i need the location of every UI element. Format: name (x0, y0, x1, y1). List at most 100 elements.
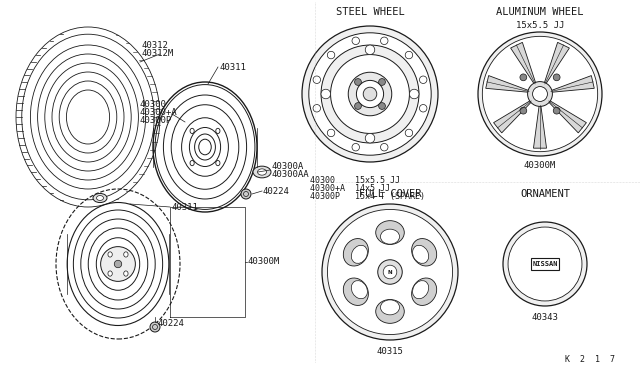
Ellipse shape (413, 280, 429, 299)
Text: 40315: 40315 (376, 347, 403, 356)
Circle shape (503, 222, 587, 306)
Circle shape (313, 105, 321, 112)
Ellipse shape (351, 245, 367, 263)
Ellipse shape (253, 166, 271, 178)
Ellipse shape (257, 169, 266, 175)
Polygon shape (511, 42, 536, 84)
Ellipse shape (190, 160, 194, 166)
Circle shape (327, 129, 335, 137)
Circle shape (520, 107, 527, 114)
Text: 40311: 40311 (219, 62, 246, 71)
Circle shape (527, 81, 552, 106)
Circle shape (355, 103, 362, 109)
Circle shape (419, 76, 427, 83)
Text: 40224: 40224 (263, 186, 290, 196)
Ellipse shape (108, 271, 112, 276)
Polygon shape (486, 76, 529, 92)
Ellipse shape (376, 221, 404, 244)
Circle shape (356, 80, 383, 108)
Ellipse shape (216, 160, 220, 166)
Text: 40343: 40343 (532, 312, 559, 321)
Circle shape (328, 209, 452, 334)
Circle shape (478, 32, 602, 156)
Text: ORNAMENT: ORNAMENT (520, 189, 570, 199)
Ellipse shape (413, 245, 429, 263)
Polygon shape (493, 100, 532, 133)
Circle shape (330, 55, 410, 134)
Circle shape (381, 37, 388, 45)
Text: 40224: 40224 (157, 320, 184, 328)
Polygon shape (550, 76, 595, 92)
Circle shape (115, 260, 122, 268)
Circle shape (363, 87, 377, 101)
Circle shape (313, 76, 321, 83)
Circle shape (322, 204, 458, 340)
Text: 40300A: 40300A (272, 161, 304, 170)
Circle shape (308, 33, 431, 155)
Ellipse shape (343, 278, 369, 305)
Circle shape (379, 103, 385, 109)
Ellipse shape (124, 271, 128, 276)
Circle shape (405, 51, 413, 59)
Text: 40311: 40311 (172, 202, 199, 212)
Ellipse shape (97, 196, 104, 201)
Text: 40300M: 40300M (524, 160, 556, 170)
Circle shape (381, 144, 388, 151)
Circle shape (419, 105, 427, 112)
Circle shape (327, 51, 335, 59)
Text: 40300: 40300 (140, 99, 167, 109)
Circle shape (405, 129, 413, 137)
Circle shape (532, 87, 547, 102)
Circle shape (379, 78, 385, 86)
Text: N: N (388, 269, 392, 275)
Circle shape (410, 89, 419, 99)
Text: 40312M: 40312M (141, 49, 173, 58)
Text: 40300M: 40300M (247, 257, 279, 266)
Circle shape (302, 26, 438, 162)
Circle shape (508, 227, 582, 301)
Text: FULL COVER: FULL COVER (359, 189, 421, 199)
Ellipse shape (412, 278, 436, 305)
Polygon shape (548, 100, 586, 133)
Ellipse shape (108, 252, 112, 257)
Circle shape (520, 74, 527, 81)
Text: 15x5.5 JJ: 15x5.5 JJ (516, 20, 564, 29)
Circle shape (352, 37, 360, 45)
Text: 40300    15x5.5 JJ: 40300 15x5.5 JJ (310, 176, 400, 185)
Circle shape (321, 45, 419, 143)
Ellipse shape (216, 128, 220, 134)
Polygon shape (534, 105, 547, 148)
Ellipse shape (93, 193, 107, 202)
Text: ALUMINUM WHEEL: ALUMINUM WHEEL (496, 7, 584, 17)
Polygon shape (544, 42, 570, 84)
Bar (531, 258, 559, 270)
Ellipse shape (124, 252, 128, 257)
Circle shape (348, 72, 392, 116)
Ellipse shape (190, 128, 194, 134)
Text: STEEL WHEEL: STEEL WHEEL (335, 7, 404, 17)
Circle shape (100, 247, 136, 281)
Text: 40312: 40312 (141, 41, 168, 50)
Circle shape (321, 89, 330, 99)
Text: 40300P   15x4 T (SPARE): 40300P 15x4 T (SPARE) (310, 192, 425, 201)
Ellipse shape (380, 300, 399, 315)
Text: K  2  1  7: K 2 1 7 (565, 355, 615, 364)
Ellipse shape (380, 229, 399, 244)
Ellipse shape (351, 280, 367, 299)
Circle shape (365, 45, 375, 55)
Text: 40300+A  14x5 JJ: 40300+A 14x5 JJ (310, 184, 390, 193)
Circle shape (553, 107, 560, 114)
Circle shape (150, 322, 160, 332)
Ellipse shape (343, 238, 369, 266)
Text: NISSAN: NISSAN (532, 261, 557, 267)
Text: 40300+A: 40300+A (140, 108, 178, 116)
Circle shape (365, 134, 375, 143)
Text: 40300AA: 40300AA (272, 170, 310, 179)
Circle shape (378, 260, 402, 284)
Circle shape (553, 74, 560, 81)
Text: 40300P: 40300P (140, 115, 172, 125)
Circle shape (355, 78, 362, 86)
Circle shape (383, 265, 397, 279)
Ellipse shape (376, 299, 404, 323)
Circle shape (483, 36, 598, 152)
